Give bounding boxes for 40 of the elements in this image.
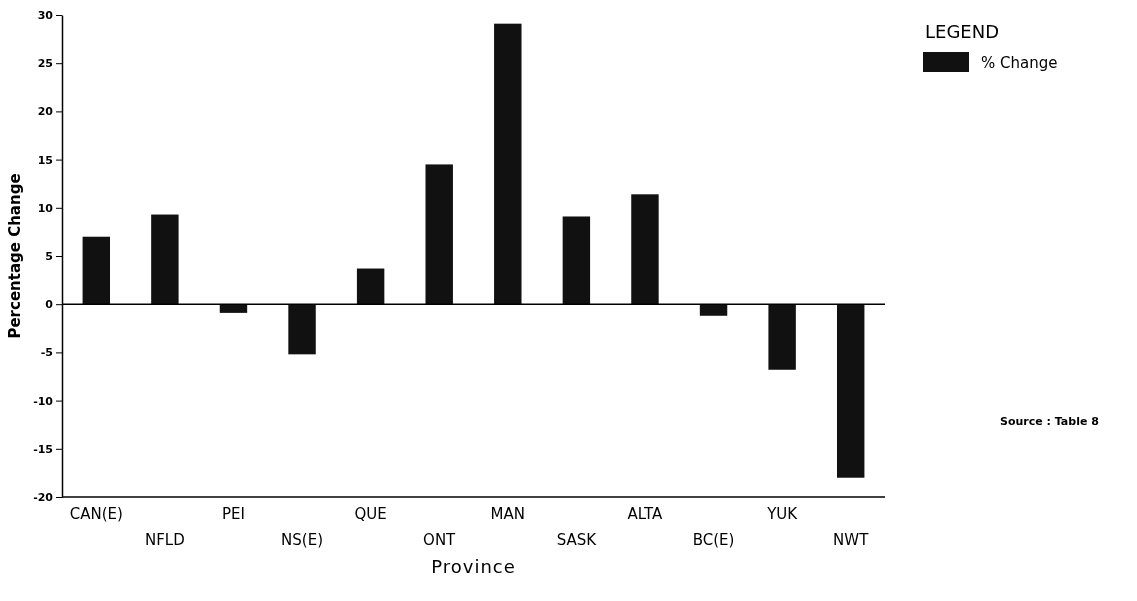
y-tick-label: -5 [40,346,53,360]
bar [151,214,179,305]
x-tick-label: ONT [423,531,457,549]
bar [836,304,865,478]
x-tick-label: NS(E) [281,531,324,549]
bar [356,268,385,305]
y-tick-label: 25 [37,57,53,71]
bar [425,164,453,305]
bar [82,236,111,305]
y-tick-label: 10 [37,201,54,215]
bar [494,23,522,305]
legend-label: % Change [981,54,1058,72]
x-tick-label: MAN [490,505,526,523]
bar [768,304,796,370]
x-tick-label: ALTA [627,505,664,523]
x-tick-label: NFLD [144,531,185,549]
y-tick-label: -15 [33,442,53,456]
y-tick-label: 5 [45,250,53,264]
x-tick-label: QUE [354,505,387,523]
x-tick-label: CAN(E) [69,505,123,523]
bar [699,304,728,316]
bar [631,194,659,305]
y-tick-label: 30 [37,9,54,23]
y-tick-label: 0 [45,298,54,312]
x-axis-title: Province [431,556,516,577]
y-tick-label: 15 [37,153,53,167]
x-tick-label: YUK [766,505,799,523]
y-axis-title: Percentage Change [6,173,24,339]
legend-title: LEGEND [925,21,1000,42]
x-tick-label: NWT [833,531,870,549]
x-tick-label: PEI [221,505,245,523]
source-note: Source : Table 8 [1000,415,1099,428]
y-tick-label: 20 [37,105,54,119]
x-tick-label: BC(E) [692,531,735,549]
bar [219,304,248,313]
x-tick-label: SASK [556,531,598,549]
bar [562,216,591,305]
bar [288,304,316,355]
y-tick-label: -20 [33,491,54,505]
y-tick-label: -10 [33,394,54,408]
